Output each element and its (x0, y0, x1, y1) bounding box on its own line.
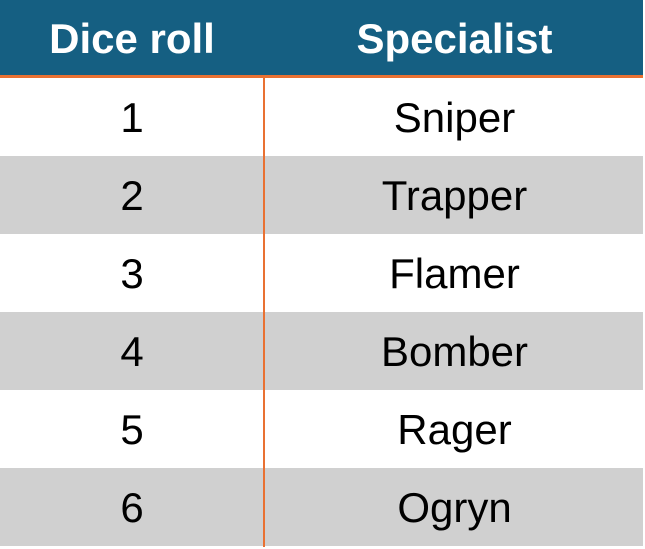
header-specialist: Specialist (356, 15, 553, 62)
column-divider (263, 78, 265, 547)
table-body: 1 Sniper 2 Trapper 3 Flamer 4 Bomber 5 R… (0, 78, 643, 546)
table-row: 2 Trapper (0, 156, 643, 234)
specialist-cell: Flamer (389, 250, 520, 297)
table-row: 3 Flamer (0, 234, 643, 312)
dice-roll-cell: 2 (120, 172, 144, 219)
table-row: 5 Rager (0, 390, 643, 468)
table-row: 6 Ogryn (0, 468, 643, 546)
table-row: 1 Sniper (0, 78, 643, 156)
header-dice-roll: Dice roll (49, 15, 215, 62)
specialist-cell: Sniper (393, 94, 516, 141)
specialist-cell: Rager (397, 406, 512, 453)
table-header: Dice roll Specialist (0, 0, 643, 78)
specialist-cell: Ogryn (397, 484, 512, 531)
dice-roll-cell: 3 (120, 250, 144, 297)
dice-roll-cell: 1 (120, 94, 144, 141)
dice-roll-cell: 4 (120, 328, 144, 375)
dice-roll-cell: 6 (120, 484, 144, 531)
dice-roll-cell: 5 (120, 406, 144, 453)
specialist-cell: Trapper (381, 172, 528, 219)
specialist-cell: Bomber (380, 328, 529, 375)
table-row: 4 Bomber (0, 312, 643, 390)
